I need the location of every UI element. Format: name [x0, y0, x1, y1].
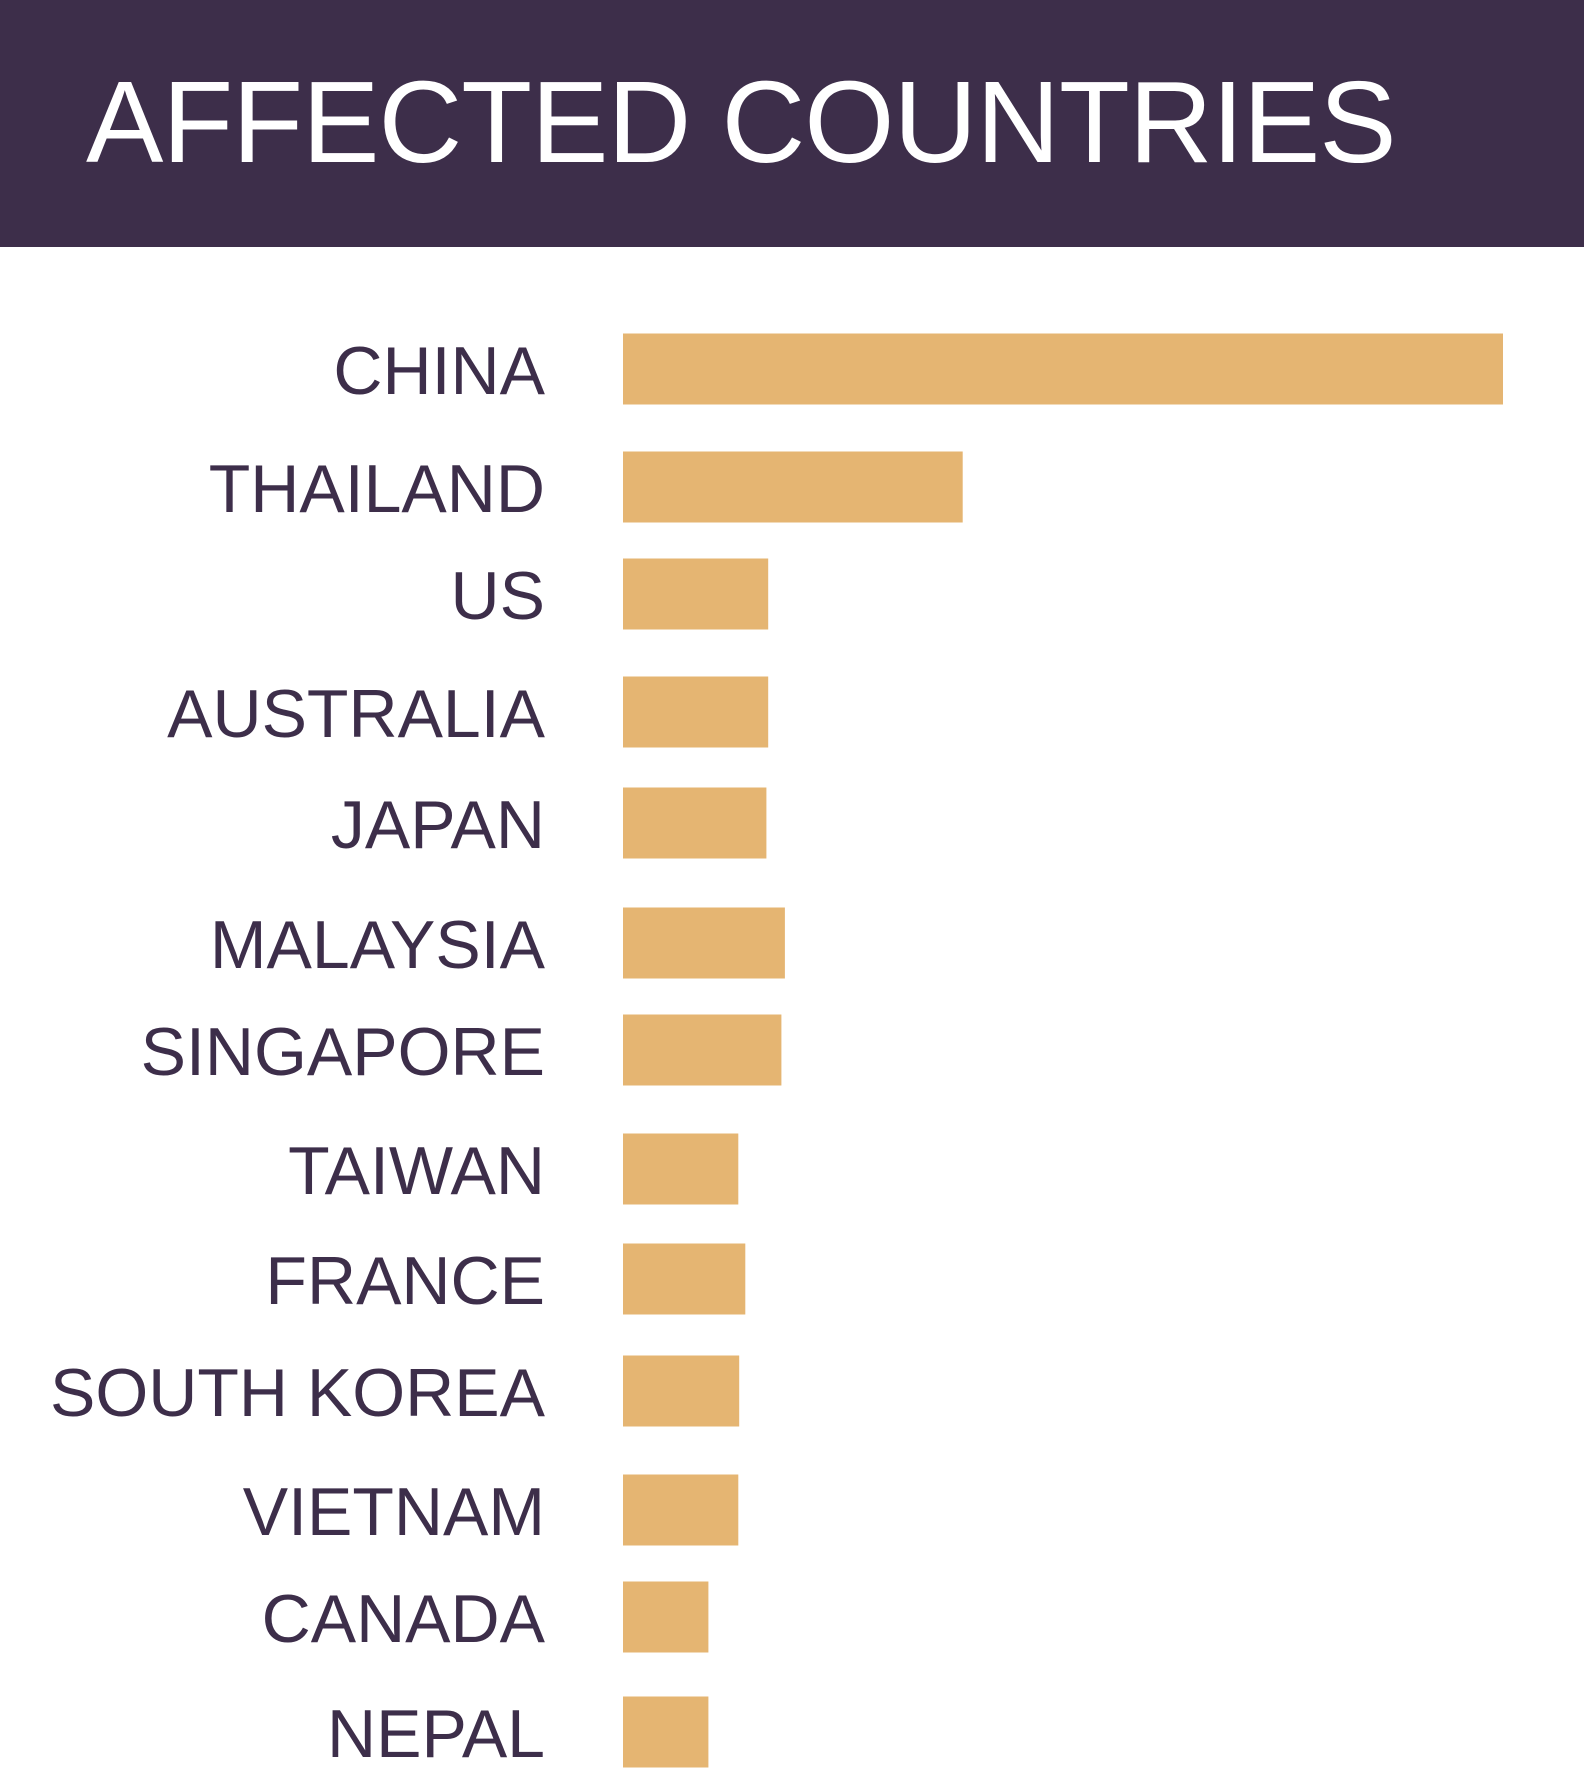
bar-france	[623, 1243, 746, 1315]
label-france: FRANCE	[265, 1243, 545, 1319]
label-australia: AUSTRALIA	[167, 676, 546, 752]
bars	[623, 333, 1503, 1768]
country-labels: CHINA THAILAND US AUSTRALIA JAPAN MALAYSIA SIN…	[50, 333, 546, 1772]
label-south-korea: SOUTH KOREA	[50, 1355, 546, 1431]
chart-title: AFFECTED COUNTRIES	[86, 57, 1397, 187]
label-singapore: SINGAPORE	[141, 1014, 545, 1090]
bar-us	[623, 558, 769, 630]
bar-canada	[623, 1581, 709, 1653]
bar-china	[623, 333, 1503, 405]
title-banner: AFFECTED COUNTRIES	[0, 0, 1584, 247]
bar-australia	[623, 676, 769, 748]
bar-singapore	[623, 1014, 782, 1086]
bar-malaysia	[623, 907, 785, 979]
label-china: CHINA	[333, 333, 545, 409]
bar-vietnam	[623, 1474, 739, 1546]
bar-thailand	[623, 451, 963, 523]
label-taiwan: TAIWAN	[288, 1133, 545, 1209]
label-canada: CANADA	[262, 1581, 546, 1657]
label-japan: JAPAN	[331, 787, 545, 863]
label-vietnam: VIETNAM	[243, 1474, 545, 1550]
bar-taiwan	[623, 1133, 739, 1205]
label-malaysia: MALAYSIA	[210, 907, 546, 983]
bar-japan	[623, 787, 767, 859]
label-us: US	[451, 558, 545, 634]
bar-nepal	[623, 1696, 709, 1768]
label-thailand: THAILAND	[209, 451, 545, 527]
label-nepal: NEPAL	[327, 1696, 545, 1772]
bar-south-korea	[623, 1355, 740, 1427]
